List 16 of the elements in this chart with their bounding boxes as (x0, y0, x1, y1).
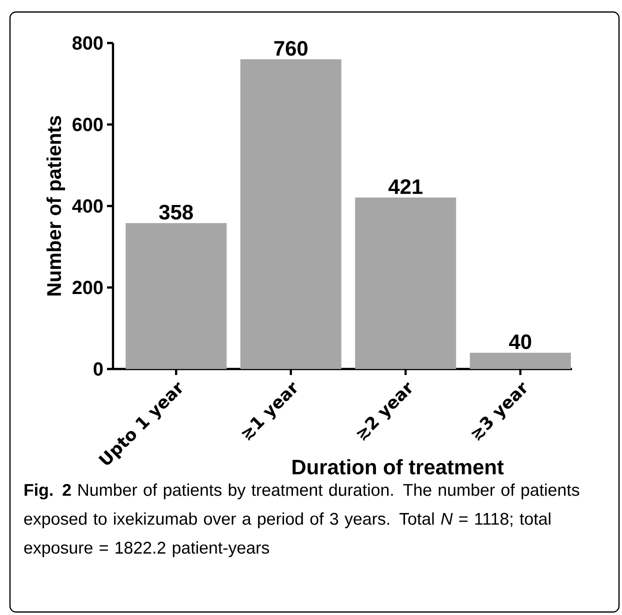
data-label: 40 (509, 334, 532, 350)
bar (355, 197, 456, 369)
data-label: 358 (159, 204, 193, 220)
y-tick-label: 0 (94, 362, 103, 376)
y-tick-label: 600 (72, 118, 103, 132)
bar (126, 223, 227, 369)
y-tick-label: 400 (72, 199, 103, 213)
y-tick-label: 200 (72, 280, 103, 294)
y-axis-title: Number of patients (46, 116, 66, 296)
data-label: 760 (274, 40, 308, 56)
x-axis-title: Duration of treatment (292, 459, 504, 474)
y-tick-label: 800 (72, 36, 103, 50)
bar (240, 59, 342, 369)
data-label: 421 (388, 179, 422, 194)
bar (470, 352, 571, 369)
text: Fig. 2 Number of patients by treatment duration. The number of patients exposed to ixekizumab over a period of 3 years. Total N = 1118; total exposure = 1822.2 patient-years (24, 484, 580, 558)
